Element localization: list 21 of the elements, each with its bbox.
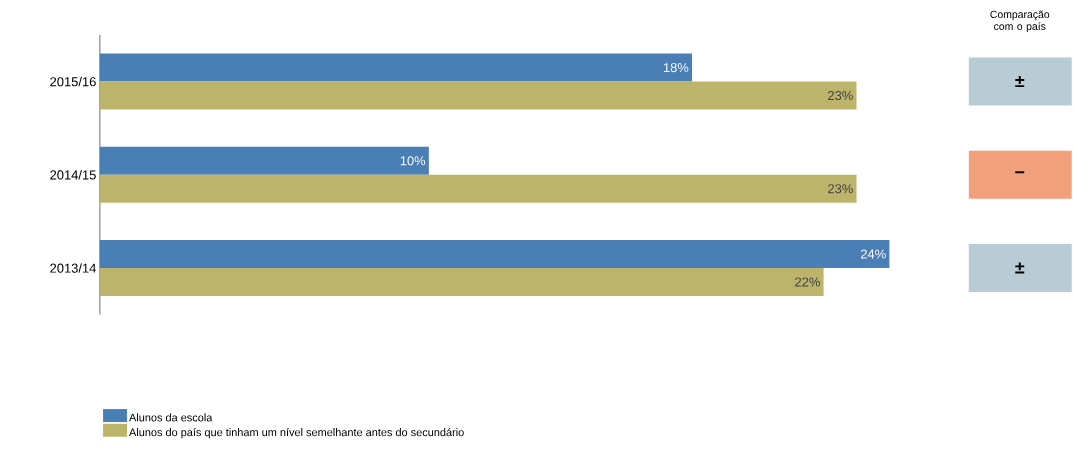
bar xyxy=(99,146,429,175)
text: Comparação com o país xyxy=(990,10,1050,32)
text: ± xyxy=(1015,75,1025,87)
text: − xyxy=(1015,171,1025,174)
legend-label: Alunos da escola xyxy=(129,413,213,422)
data-label: 18% xyxy=(663,62,689,72)
y-tick-label: 2015/16 xyxy=(50,76,96,87)
y-tick-label: 2013/14 xyxy=(50,263,96,273)
data-label: 10% xyxy=(400,155,426,166)
data-label: 24% xyxy=(860,249,886,259)
bar xyxy=(99,53,693,82)
bar xyxy=(99,267,824,296)
bar xyxy=(99,174,857,203)
data-label: 23% xyxy=(828,183,853,194)
data-label: 22% xyxy=(795,277,820,287)
legend-label: Alunos do país que tinham um nível semelhante antes do secundário xyxy=(129,427,464,439)
data-label: 23% xyxy=(828,90,853,100)
text: ± xyxy=(1015,262,1025,274)
y-tick-label: 2014/15 xyxy=(50,169,96,180)
bar xyxy=(99,81,857,110)
bar xyxy=(99,239,890,268)
